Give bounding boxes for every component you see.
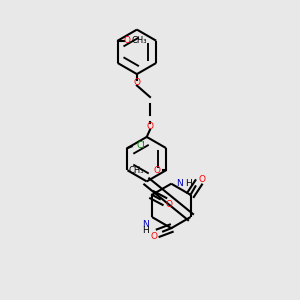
Text: Cl: Cl — [136, 141, 145, 150]
Text: H: H — [185, 179, 192, 188]
Text: O: O — [154, 166, 161, 175]
Text: O: O — [123, 36, 130, 45]
Text: O: O — [151, 232, 158, 241]
Text: N: N — [142, 220, 149, 229]
Text: O: O — [146, 122, 154, 131]
Text: CH₃: CH₃ — [131, 36, 147, 45]
Text: H: H — [142, 226, 149, 235]
Text: O: O — [166, 200, 173, 209]
Text: N: N — [176, 179, 183, 188]
Text: O: O — [134, 78, 140, 87]
Text: CH₃: CH₃ — [129, 166, 144, 175]
Text: O: O — [199, 175, 206, 184]
